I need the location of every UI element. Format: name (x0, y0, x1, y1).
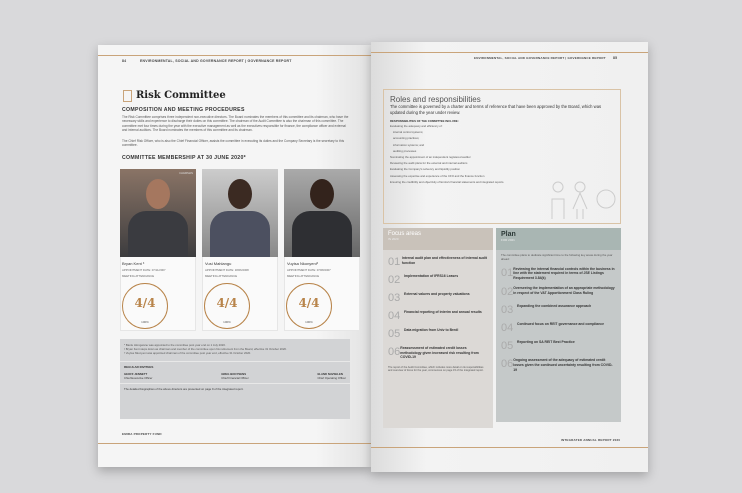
roles-box: Roles and responsibilities The committee… (383, 89, 621, 224)
resp-list: Evaluating the adequacy and efficiency o… (390, 124, 505, 184)
plan-title: Plan (501, 231, 516, 238)
attendance-value: 4/4 (134, 296, 156, 310)
focus-item: 05 Data migration from Univ to Bredl (388, 328, 459, 340)
focus-item: 06 Reassessment of estimated credit losse… (388, 346, 479, 360)
header-rule (371, 52, 648, 53)
member-name: Vusi Mahlangu (205, 261, 232, 266)
attendance-ring: 4/4 100% (122, 283, 168, 329)
running-header: ENVIRONMENTAL, SOCIAL AND GOVERNANCE REP… (474, 56, 606, 60)
focus-subtitle: IN 2020 (388, 237, 399, 241)
page-number: 85 (613, 56, 618, 60)
paragraph: The Chief Risk Officer, who is also the … (122, 139, 345, 148)
footnote: ³ Vuyisa Nkonyeni was appointed chairman… (124, 351, 252, 356)
attendance-percent: 100% (223, 320, 231, 324)
footer: EMIRA PROPERTY FUND (122, 432, 162, 436)
focus-item: 01 Internal audit plan and effectiveness … (388, 256, 487, 268)
plan-subtitle: FOR 2021 (501, 238, 515, 242)
right-page: ENVIRONMENTAL, SOCIAL AND GOVERNANCE REP… (371, 42, 648, 472)
member-appointed: APPOINTMENT DATE: 18/06/2008 (205, 268, 249, 272)
footer: INTEGRATED ANNUAL REPORT 2020 (561, 438, 621, 442)
footnote: * Bantu Hlongwane was appointed to the c… (124, 343, 226, 347)
footer-rule (371, 447, 648, 448)
plan-panel: Plan FOR 2021 The committee plans to ded… (496, 228, 621, 422)
focus-note: The report of the Audit Committee, which… (388, 365, 484, 373)
plan-item: 01 Reviewing the internal financial contr… (501, 266, 615, 280)
left-page: 84 ENVIRONMENTAL, SOCIAL AND GOVERNANCE … (98, 45, 371, 467)
roles-intro: The committee is governed by a charter a… (390, 104, 602, 115)
people-gear-icon (551, 181, 616, 219)
plan-item: 05 Reporting on SA REIT Best Practice (501, 340, 575, 353)
paragraph: The Risk Committee comprises three indep… (122, 115, 349, 133)
plan-item: 06 Ongoing assessment of the adequacy of … (501, 358, 613, 372)
page-title: Risk Committee (136, 90, 226, 101)
member-appointed: APPOINTMENT DATE: 07/08/2007 (287, 268, 331, 272)
section-heading: COMMITTEE MEMBERSHIP AT 30 JUNE 2020* (122, 155, 246, 161)
document-icon (123, 90, 132, 102)
plan-item: 04 Continued focus on REIT governance and… (501, 322, 605, 335)
roles-title: Roles and responsibilities (390, 95, 481, 104)
notes-box: * Bantu Hlongwane was appointed to the c… (120, 339, 350, 419)
invitee: GREG BOOYSENS Chief Financial Officer (221, 371, 249, 380)
invitee: ELAND NAVSELEN Chief Operating Officer (317, 371, 346, 380)
attendance-label: MEETING ATTENDANCE (122, 274, 155, 278)
attendance-value: 4/4 (298, 296, 320, 310)
member-photo: CHAIRMAN (120, 169, 196, 257)
focus-areas-panel: Focus areas IN 2020 01 Internal audit pla… (383, 228, 493, 428)
plan-item: 02 Overseeing the implementation of an ap… (501, 286, 615, 299)
member-photo (202, 169, 278, 257)
resp-heading: RESPONSIBILITIES OF THE COMMITTEE INCLUD… (390, 119, 459, 123)
page-number: 84 (122, 59, 127, 63)
focus-item: 02 Implementation of IFRS16 Leases (388, 274, 459, 286)
attendance-value: 4/4 (216, 296, 238, 310)
attendance-percent: 100% (141, 320, 149, 324)
plan-item: 03 Expanding the combined assurance appro… (501, 304, 592, 317)
chairman-badge: CHAIRMAN (179, 172, 193, 175)
member-name: Vuyisa Nkonyeni³ (287, 261, 318, 266)
footnote: ² Bryan Kent steps down as chairman and … (124, 347, 287, 352)
invitees-heading: REGULAR INVITEES (124, 364, 154, 369)
focus-item: 04 Financial reporting of interim and ann… (388, 310, 482, 322)
attendance-label: MEETING ATTENDANCE (205, 274, 238, 278)
plan-intro: The committee plans to dedicate signific… (501, 253, 613, 261)
member-photo (284, 169, 360, 257)
member-name: Bryan Kent ³ (122, 261, 145, 266)
focus-title: Focus areas (388, 231, 422, 237)
attendance-percent: 100% (305, 320, 313, 324)
invitee: GEOFF JENNETT Chief Executive Officer (124, 371, 153, 380)
attendance-ring: 4/4 100% (204, 283, 250, 329)
running-header: ENVIRONMENTAL, SOCIAL AND GOVERNANCE REP… (140, 59, 292, 63)
section-heading: COMPOSITION AND MEETING PROCEDURES (122, 107, 245, 113)
header-rule (98, 55, 371, 56)
bio-note: The detailed biographies of the above di… (120, 382, 350, 394)
attendance-label: MEETING ATTENDANCE (287, 274, 320, 278)
member-appointed: APPOINTMENT DATE: 07/11/2007 (122, 268, 166, 272)
footer-rule (98, 443, 371, 444)
focus-item: 03 External valuers and property valuatio… (388, 292, 470, 304)
attendance-ring: 4/4 100% (286, 283, 332, 329)
